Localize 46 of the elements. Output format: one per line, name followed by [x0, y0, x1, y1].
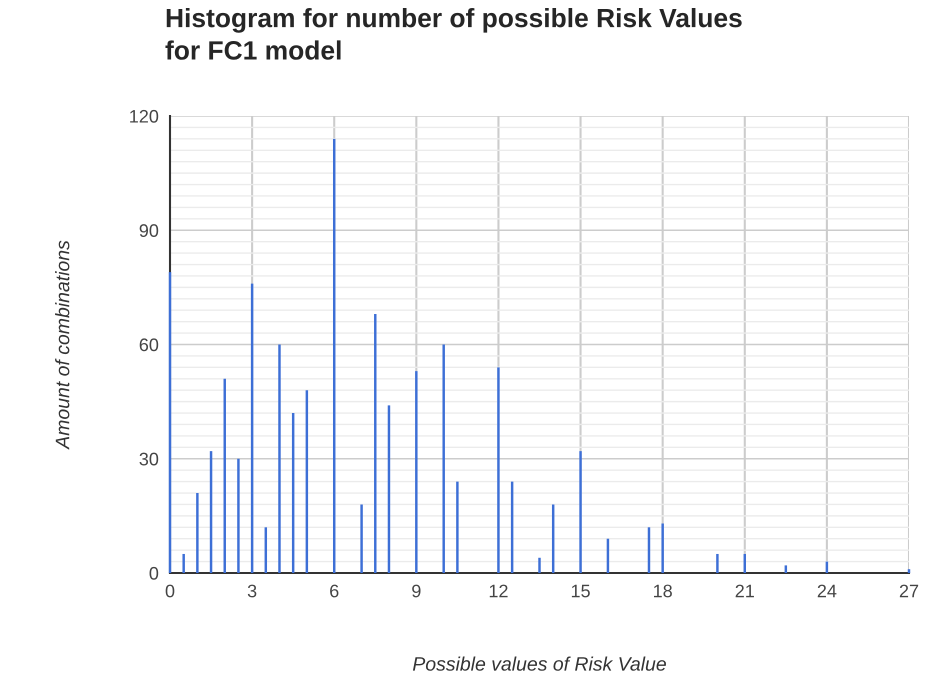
bar	[784, 565, 788, 573]
bar	[332, 138, 336, 573]
bar	[510, 482, 514, 573]
chart-title: Histogram for number of possible Risk Values for FC1 model	[165, 8, 742, 60]
x-tick-label: 6	[330, 584, 338, 598]
bar	[456, 482, 459, 573]
bar	[250, 284, 254, 573]
x-tick-label: 12	[490, 584, 508, 598]
bar	[182, 554, 185, 573]
x-tick-label: 15	[572, 584, 590, 598]
bar	[374, 314, 377, 573]
bar	[264, 527, 268, 573]
bar	[552, 504, 554, 573]
x-axis-title: Possible values of Risk Value	[412, 656, 666, 671]
bar	[210, 451, 212, 573]
bar	[388, 405, 390, 573]
bar	[237, 458, 240, 573]
x-tick-label: 27	[900, 584, 918, 598]
y-tick-label: 120	[130, 110, 158, 123]
bar	[292, 413, 294, 573]
x-tick-label: 0	[166, 584, 174, 598]
bar	[196, 493, 199, 573]
bar	[224, 378, 226, 573]
x-tick-label: 24	[818, 584, 836, 598]
y-tick-label: 60	[140, 338, 158, 352]
bar	[716, 554, 719, 573]
bar	[497, 367, 500, 573]
bar	[826, 562, 828, 573]
bar	[661, 523, 664, 573]
bar	[579, 451, 582, 573]
bar	[306, 390, 308, 573]
bar	[648, 527, 650, 573]
bar	[278, 344, 281, 573]
bar	[442, 344, 445, 573]
y-tick-label: 0	[150, 566, 158, 580]
x-tick-label: 9	[412, 584, 420, 598]
bar	[744, 554, 746, 573]
x-tick-label: 21	[736, 584, 754, 598]
bar	[606, 538, 610, 573]
bar	[415, 371, 418, 573]
y-tick-label: 90	[140, 224, 158, 237]
x-tick-label: 3	[248, 584, 256, 598]
x-tick-label: 18	[654, 584, 672, 598]
bar	[360, 504, 363, 573]
y-tick-label: 30	[139, 452, 158, 466]
y-axis-title: Amount of combinations	[55, 240, 70, 450]
